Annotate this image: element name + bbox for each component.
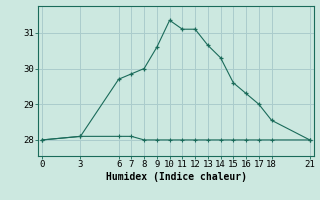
X-axis label: Humidex (Indice chaleur): Humidex (Indice chaleur) [106,172,246,182]
